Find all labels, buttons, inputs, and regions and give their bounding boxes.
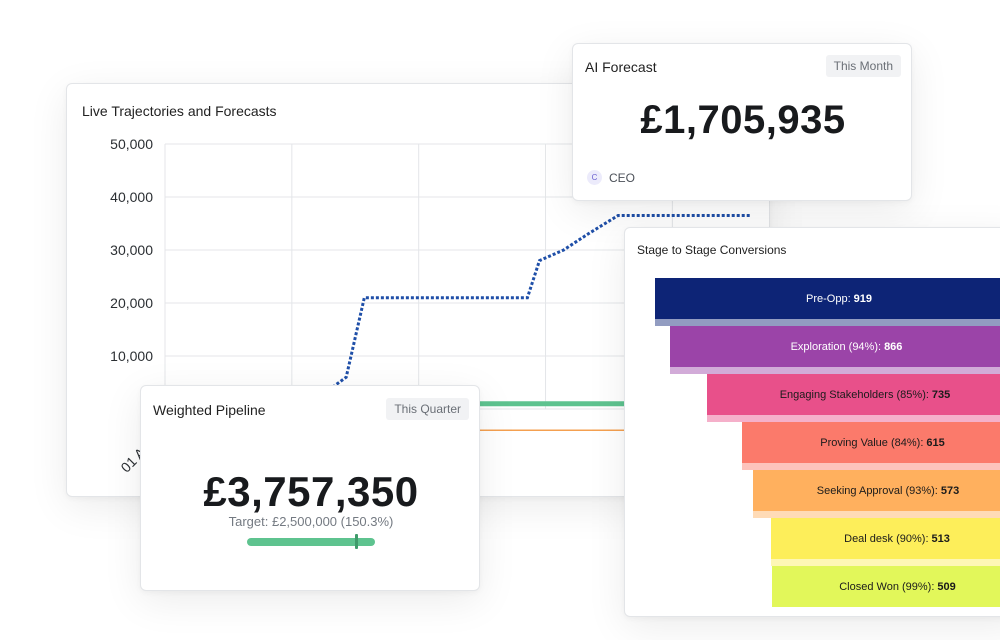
funnel-stage-label: Seeking Approval (93%): <box>816 484 938 497</box>
funnel-stage-shadow <box>742 463 1000 470</box>
weighted-pipeline-value: £3,757,350 <box>203 468 419 515</box>
funnel-stage-value: 509 <box>937 580 956 593</box>
funnel-stage-label: Engaging Stakeholders (85%): <box>779 388 929 401</box>
y-tick-label: 40,000 <box>110 189 153 205</box>
y-tick-label: 20,000 <box>110 295 153 311</box>
forecast-owner-name: CEO <box>609 170 636 185</box>
target-progress-bar <box>247 538 375 546</box>
funnel-stage-value: 615 <box>926 436 945 449</box>
funnel-stage[interactable]: Pre-Opp: 919 <box>655 278 1000 319</box>
target-marker <box>355 534 358 549</box>
funnel-stage-label: Deal desk (90%): <box>844 532 929 545</box>
funnel-stage[interactable]: Deal desk (90%): 513 <box>771 518 1000 559</box>
chart-title: Live Trajectories and Forecasts <box>82 103 277 119</box>
avatar: C <box>587 170 602 185</box>
funnel-stage[interactable]: Seeking Approval (93%): 573 <box>753 470 1000 511</box>
y-tick-label: 50,000 <box>110 136 153 152</box>
funnel-stage-value: 919 <box>853 292 872 305</box>
ai-forecast-title: AI Forecast <box>585 59 657 75</box>
weighted-pipeline-title: Weighted Pipeline <box>153 402 266 418</box>
funnel-stage[interactable]: Exploration (94%): 866 <box>670 326 1000 367</box>
forecast-owner[interactable]: C CEO <box>587 170 635 185</box>
funnel-stage-value: 573 <box>940 484 960 497</box>
funnel-stage-shadow <box>655 319 1000 326</box>
funnel-stage-shadow <box>771 559 1000 566</box>
funnel-stage-shadow <box>753 511 1000 518</box>
funnel-stage[interactable]: Proving Value (84%): 615 <box>742 422 1000 463</box>
funnel-stage[interactable]: Engaging Stakeholders (85%): 735 <box>707 374 1000 415</box>
funnel-stage-label: Closed Won (99%): <box>839 580 935 593</box>
period-badge-month[interactable]: This Month <box>825 55 901 77</box>
weighted-pipeline-card: Weighted Pipeline This Quarter £3,757,35… <box>140 385 480 591</box>
ai-forecast-value: £1,705,935 <box>640 98 846 142</box>
funnel-stage[interactable]: Closed Won (99%): 509 <box>772 566 1000 607</box>
period-badge-quarter[interactable]: This Quarter <box>386 398 469 420</box>
funnel-stage-shadow <box>707 415 1000 422</box>
funnel-stage-shadow <box>670 367 1000 374</box>
funnel-stage-value: 735 <box>931 388 951 401</box>
funnel-stage-label: Pre-Opp: <box>806 292 851 305</box>
y-tick-label: 30,000 <box>110 242 153 258</box>
funnel-stage-label: Proving Value (84%): <box>820 436 924 449</box>
funnel-title: Stage to Stage Conversions <box>637 243 787 257</box>
funnel-stage-label: Exploration (94%): <box>790 340 882 353</box>
series-line <box>315 214 751 400</box>
funnel-stage-value: 513 <box>931 532 950 545</box>
ai-forecast-card: AI Forecast This Month £1,705,935 C CEO <box>572 43 912 201</box>
stage-conversions-card: Stage to Stage Conversions Pre-Opp: 919 E… <box>624 227 1000 617</box>
y-tick-label: 10,000 <box>110 348 153 364</box>
weighted-pipeline-target: Target: £2,500,000 (150.3%) <box>228 514 394 529</box>
funnel-stage-value: 866 <box>884 340 903 353</box>
